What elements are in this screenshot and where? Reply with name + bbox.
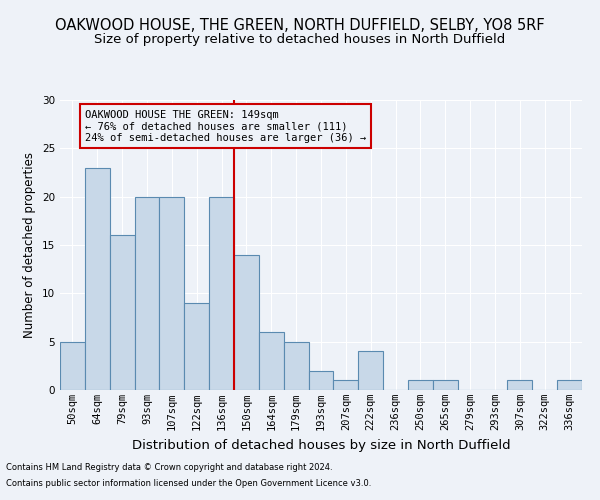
Text: Contains public sector information licensed under the Open Government Licence v3: Contains public sector information licen… [6,478,371,488]
Bar [184,303,209,390]
Bar [110,236,134,390]
Bar [60,342,85,390]
Bar [234,254,259,390]
Text: Contains HM Land Registry data © Crown copyright and database right 2024.: Contains HM Land Registry data © Crown c… [6,464,332,472]
Bar [259,332,284,390]
Bar [134,196,160,390]
Y-axis label: Number of detached properties: Number of detached properties [23,152,37,338]
Bar [160,196,184,390]
Bar [334,380,358,390]
Bar [408,380,433,390]
X-axis label: Distribution of detached houses by size in North Duffield: Distribution of detached houses by size … [131,438,511,452]
Bar [358,352,383,390]
Bar [284,342,308,390]
Bar [508,380,532,390]
Bar [308,370,334,390]
Text: Size of property relative to detached houses in North Duffield: Size of property relative to detached ho… [94,32,506,46]
Bar [433,380,458,390]
Bar [557,380,582,390]
Bar [209,196,234,390]
Bar [85,168,110,390]
Text: OAKWOOD HOUSE THE GREEN: 149sqm
← 76% of detached houses are smaller (111)
24% o: OAKWOOD HOUSE THE GREEN: 149sqm ← 76% of… [85,110,366,143]
Text: OAKWOOD HOUSE, THE GREEN, NORTH DUFFIELD, SELBY, YO8 5RF: OAKWOOD HOUSE, THE GREEN, NORTH DUFFIELD… [55,18,545,32]
